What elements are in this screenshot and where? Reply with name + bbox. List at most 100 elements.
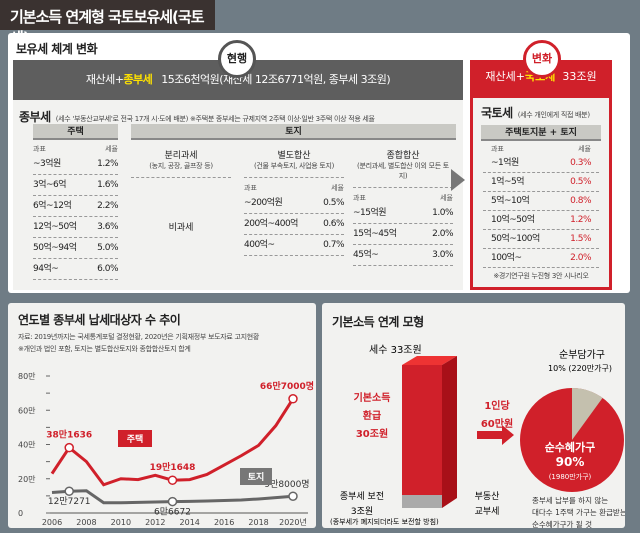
x-tick-label: 2010 bbox=[111, 518, 131, 527]
data-label: 9만8000명 bbox=[264, 479, 309, 490]
rate-row: 50억~94억 5.0% bbox=[33, 238, 118, 259]
col-label: 과표 bbox=[33, 145, 46, 153]
y-tick-label: 80만 bbox=[18, 372, 36, 381]
model-note: 순수혜가구가 될 것 bbox=[532, 519, 592, 528]
bar-top bbox=[402, 356, 457, 365]
rate: 0.5% bbox=[570, 177, 591, 187]
rate-row: 100억~ 2.0% bbox=[483, 249, 599, 268]
rate-row: ~1억원 0.3% bbox=[483, 154, 599, 173]
col-label: 세율 bbox=[105, 145, 118, 153]
rate-row: 5억~10억 0.8% bbox=[483, 192, 599, 211]
keep-note: (종부세가 폐지되더라도 보전할 방침) bbox=[330, 517, 439, 526]
refund-label: 기본소득 bbox=[354, 391, 391, 404]
series-name: 주택 bbox=[127, 434, 144, 445]
rate-row: ~3억원 1.2% bbox=[33, 154, 118, 175]
rate: 0.7% bbox=[323, 240, 344, 250]
banner-amount: 15조6천억원(재산세 12조6771억원, 종부세 3조원) bbox=[161, 73, 391, 86]
rate: 1.6% bbox=[97, 180, 118, 190]
data-point bbox=[288, 394, 298, 404]
bracket: 94억~ bbox=[33, 264, 59, 274]
refund-bar bbox=[402, 365, 442, 495]
bracket: 200억~400억 bbox=[244, 219, 298, 229]
rate: 1.0% bbox=[432, 208, 453, 218]
bracket: 3억~6억 bbox=[33, 180, 67, 190]
bar-side bbox=[442, 356, 457, 508]
col-label: 세율 bbox=[331, 184, 344, 192]
y-tick-label: 60만 bbox=[18, 406, 36, 415]
rate: 1.2% bbox=[570, 215, 591, 225]
rate-row: 50억~100억 1.5% bbox=[483, 230, 599, 249]
col-label: 과표 bbox=[244, 184, 257, 192]
rate-row: ~200억원 0.5% bbox=[244, 193, 344, 214]
pie-slice-burden bbox=[572, 388, 603, 440]
rate-row: 400억~ 0.7% bbox=[244, 235, 344, 256]
rate-row: 12억~50억 3.6% bbox=[33, 217, 118, 238]
chart-title: 연도별 종부세 납세대상자 수 추이 bbox=[18, 313, 181, 327]
x-tick-label: 2014 bbox=[180, 518, 200, 527]
col-label: 과표 bbox=[491, 145, 504, 153]
special-title: 별도합산 bbox=[277, 151, 311, 161]
rate-row: 3억~6억 1.6% bbox=[33, 175, 118, 196]
col-label: 세율 bbox=[578, 145, 591, 153]
y-tick-label: 20만 bbox=[18, 475, 36, 484]
special-sub: (건물 부속토지, 사업용 토지) bbox=[253, 162, 335, 170]
rate-row: 10억~50억 1.2% bbox=[483, 211, 599, 230]
bracket: ~15억원 bbox=[353, 208, 387, 218]
tax-system-panel: 보유세 체계 변화 재산세+종부세 15조6천억원(재산세 12조6771억원,… bbox=[8, 33, 630, 293]
bracket: 50억~94억 bbox=[33, 243, 77, 253]
rate: 0.5% bbox=[323, 198, 344, 208]
rate-row: ~15억원 1.0% bbox=[353, 203, 453, 224]
rate: 5.0% bbox=[97, 243, 118, 253]
arrow-right-icon bbox=[477, 425, 514, 445]
rate: 0.6% bbox=[323, 219, 344, 229]
x-tick-label: 2012 bbox=[145, 518, 165, 527]
rate-row: 15억~45억 2.0% bbox=[353, 224, 453, 245]
keep-label: 종부세 보전 bbox=[340, 491, 384, 502]
col-label: 과표 bbox=[353, 194, 366, 202]
series-name: 토지 bbox=[248, 471, 265, 483]
rate: 0.3% bbox=[570, 158, 591, 168]
bracket: 50억~100억 bbox=[491, 234, 540, 244]
data-label: 38만1636 bbox=[46, 429, 92, 441]
bracket: 10억~50억 bbox=[491, 215, 535, 225]
bracket: 6억~12억 bbox=[33, 201, 72, 211]
rate-row: 1억~5억 0.5% bbox=[483, 173, 599, 192]
housing-table: 주택 과표 세율 ~3억원 1.2% 3억~6억 1.6% 6억~12억 2.2% 12억~5… bbox=[33, 124, 118, 280]
combined-sub: (분리과세, 별도합산 이외 모든 토지) bbox=[357, 162, 449, 180]
new-tax-header: 주택토지분 + 토지 bbox=[481, 125, 601, 141]
x-tick-label: 2016 bbox=[214, 518, 234, 527]
model-note: 대다수 1주택 가구는 환급받는 bbox=[532, 507, 625, 517]
rate-row: 45억~ 3.0% bbox=[353, 245, 453, 266]
new-tax-title: 국토세 bbox=[481, 106, 513, 120]
model-note: 종부세 납부를 하지 않는 bbox=[532, 495, 608, 505]
rate: 0.8% bbox=[570, 196, 591, 206]
separate-title: 분리과세 bbox=[164, 151, 198, 161]
x-tick-label: 2018 bbox=[248, 518, 268, 527]
land-table: 토지 분리과세 (농지, 공장, 골프장 등) 비과세 별도합산 (건물 부속토지… bbox=[131, 124, 456, 266]
new-tax-note: (세수 개인에게 직접 배분) bbox=[517, 111, 590, 119]
tax-total: 세수 33조원 bbox=[369, 344, 422, 356]
data-point bbox=[64, 486, 74, 496]
chart-source: 자료: 2019년까지는 국세통계포털 결정현황, 2020년은 기획재정부 보… bbox=[18, 333, 260, 341]
x-tick-label: 2006 bbox=[42, 518, 62, 527]
current-badge: 현행 bbox=[218, 40, 256, 78]
rate: 6.0% bbox=[97, 264, 118, 274]
grant-label: 부동산 bbox=[475, 491, 500, 502]
jongbu-section: 종부세 (세수 '부동산교부세'로 전국 17개 시·도에 배분) ※주택분 종… bbox=[13, 100, 463, 290]
banner-prefix: 재산세+ bbox=[485, 70, 525, 83]
data-label: 66만7000명 bbox=[260, 380, 314, 392]
change-badge: 변화 bbox=[523, 40, 561, 78]
benefit-label: 순수혜가구 bbox=[545, 440, 596, 454]
x-tick-label: 2008 bbox=[76, 518, 96, 527]
line-chart: 80만 60만 40만 20만 0 2006 2008 2010 2012 2014 2016 201… bbox=[18, 372, 314, 527]
banner-amount: 33조원 bbox=[562, 70, 597, 83]
rate-row: 200억~400억 0.6% bbox=[244, 214, 344, 235]
per-person-label: 60만원 bbox=[481, 417, 513, 430]
series-tag-bg bbox=[240, 468, 272, 485]
refund-label: 환급 bbox=[363, 409, 381, 422]
bracket: 12억~50억 bbox=[33, 222, 77, 232]
bracket: ~200억원 bbox=[244, 198, 283, 208]
chart-note: ※개인과 법인 포함, 토지는 별도합산토지와 종합합산토지 합계 bbox=[18, 345, 191, 353]
keep-label: 3조원 bbox=[351, 506, 373, 517]
